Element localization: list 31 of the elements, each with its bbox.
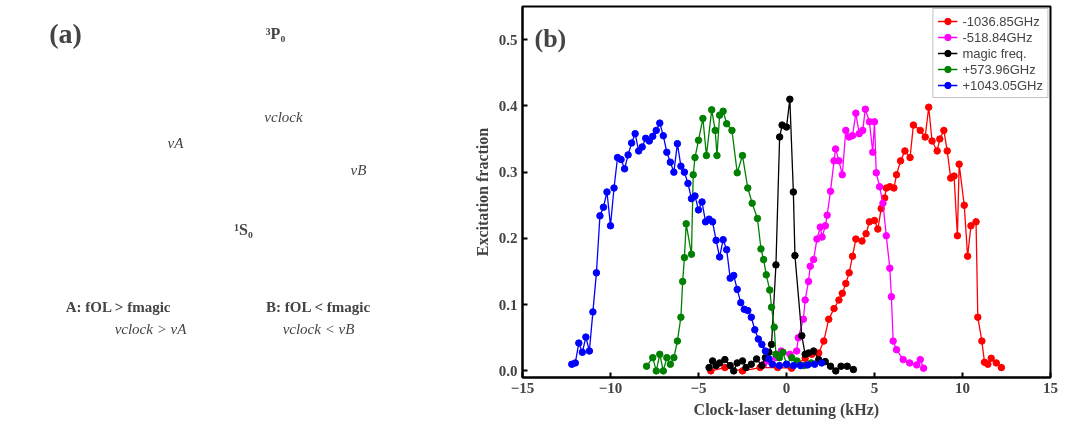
y-tick-label: 0.0: [498, 362, 518, 379]
text: A: fOL > fmagic: [65, 298, 171, 315]
x-tick-label: −15: [510, 379, 535, 396]
text: νclock < νB: [282, 320, 355, 337]
text: νclock > νA: [114, 320, 188, 337]
y-tick-label: 0.3: [498, 164, 518, 181]
x-tick-label: 15: [1043, 379, 1058, 396]
x-tick-label: 10: [955, 379, 970, 396]
legend-label: -1036.85GHz: [962, 13, 1040, 29]
x-tick-label: 5: [870, 379, 879, 396]
text: νclock: [264, 108, 303, 125]
text: ¹S₀: [234, 220, 253, 238]
x-tick-label: −5: [690, 379, 707, 396]
text: νA: [167, 135, 185, 152]
x-tick-label: −10: [598, 379, 623, 396]
x-tick-label: 0: [782, 379, 791, 396]
legend-label: -518.84GHz: [962, 29, 1033, 45]
y-tick-label: 0.1: [498, 296, 518, 313]
legend-label: +1043.05GHz: [962, 77, 1043, 93]
text: ³P₀: [265, 24, 286, 42]
y-tick-label: 0.4: [498, 97, 518, 114]
text: νB: [350, 161, 367, 178]
y-tick-label: 0.5: [498, 31, 518, 48]
annotation: (b): [534, 23, 567, 53]
y-axis-title: Excitation fraction: [473, 127, 491, 257]
legend-label: magic freq.: [962, 45, 1027, 61]
legend-label: +573.96GHz: [962, 61, 1036, 77]
x-axis-title: Clock-laser detuning (kHz): [693, 400, 880, 419]
y-tick-label: 0.2: [498, 230, 518, 247]
text: (a): [49, 17, 82, 49]
text: B: fOL < fmagic: [266, 298, 371, 315]
